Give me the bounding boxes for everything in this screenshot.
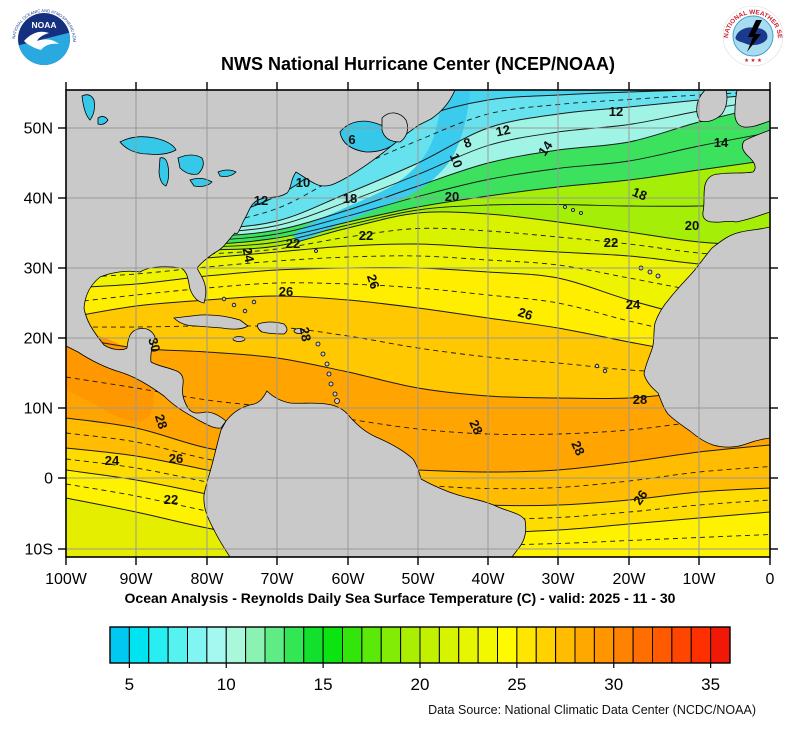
contour-label: 26 (630, 487, 651, 507)
colorbar-tick-label: 5 (125, 675, 134, 694)
contour-label: 28 (633, 392, 647, 407)
nws-logo: NATIONAL WEATHER SERVICE ★ ★ ★ (720, 0, 784, 72)
nws-stars: ★ ★ ★ (744, 57, 762, 64)
land-ireland (696, 90, 728, 122)
contour-label: 22 (604, 235, 618, 250)
nws-lightning-icon (747, 20, 762, 52)
land-masses (66, 90, 770, 557)
colorbar: 5 10 15 20 25 30 35 (109, 626, 731, 694)
contour-label: 24 (105, 453, 120, 468)
colorbar-tick-label: 30 (604, 675, 623, 694)
island-cuba (173, 314, 249, 330)
contour-label: 18 (343, 191, 357, 206)
contour-label: 14 (714, 135, 729, 150)
contour-label: 24 (626, 297, 641, 312)
y-axis-tick-label: 10S (25, 542, 53, 559)
land-south-america (203, 390, 527, 557)
lake-michigan (158, 157, 170, 187)
contour-label: 12 (494, 122, 511, 140)
x-axis-tick-label: 100W (45, 571, 88, 588)
lake-ontario (217, 169, 237, 177)
island-puerto-rico (293, 328, 305, 334)
island-newfoundland (381, 112, 408, 143)
contour-label: 20 (685, 218, 699, 233)
contour-label: 22 (164, 492, 178, 507)
lake-winnipeg (81, 94, 95, 121)
contour-label: 12 (609, 104, 623, 119)
contour-label: 10 (447, 151, 466, 170)
contour-label: 28 (297, 326, 314, 343)
contour-label: 22 (286, 236, 300, 251)
island-jamaica (232, 336, 246, 342)
contour-label: 30 (145, 336, 163, 354)
y-axis-tick-label: 50N (24, 121, 53, 138)
contour-label: 28 (568, 438, 588, 457)
contour-label: 24 (240, 246, 258, 264)
analysis-subtitle: Ocean Analysis - Reynolds Daily Sea Surf… (124, 590, 676, 606)
noaa-acronym: NOAA (31, 20, 56, 30)
page-title: NWS National Hurricane Center (NCEP/NOAA… (220, 54, 616, 74)
x-axis-tick-label: 30W (542, 571, 576, 588)
contour-label: 6 (348, 132, 355, 147)
x-axis-tick-label: 80W (191, 571, 225, 588)
island-hispaniola (257, 321, 288, 335)
x-axis-tick-label: 10W (683, 571, 717, 588)
land-iberia-france (702, 129, 770, 223)
contour-label: 22 (359, 228, 373, 243)
x-axis-tick-label: 70W (261, 571, 295, 588)
lake-small-nw (97, 116, 109, 125)
contour-label: 18 (630, 184, 649, 203)
island-bermuda (314, 249, 318, 253)
y-axis-tick-label: 30N (24, 261, 53, 278)
y-axis-tick-label: 0 (44, 471, 53, 488)
lat-lon-grid (66, 90, 770, 557)
contour-label: 28 (152, 412, 171, 430)
contour-label: 10 (296, 175, 310, 190)
colorbar-tick-label: 10 (217, 675, 236, 694)
land-great-britain (734, 90, 770, 128)
islands-canary (638, 265, 661, 279)
x-axis-tick-label: 60W (332, 571, 366, 588)
contour-label: 28 (466, 417, 486, 436)
colorbar-tick-label: 15 (314, 675, 333, 694)
x-axis-tick-label: 40W (472, 571, 506, 588)
contour-label: 8 (461, 134, 473, 151)
contour-label: 12 (254, 193, 268, 208)
y-axis-tick-label: 20N (24, 331, 53, 348)
contour-label: 26 (364, 272, 383, 290)
land-africa (643, 226, 770, 448)
x-axis-tick-label: 90W (120, 571, 154, 588)
contour-label: 26 (169, 451, 183, 466)
colorbar-tick-label: 20 (411, 675, 430, 694)
x-axis-tick-label: 0 (766, 571, 775, 588)
islands-lesser-antilles (315, 341, 340, 404)
contour-label: 26 (279, 284, 293, 299)
noaa-sea-icon (18, 32, 70, 65)
lake-huron (177, 154, 204, 175)
islands-azores (563, 205, 583, 215)
noaa-logo: NATIONAL OCEANIC AND ATMOSPHERIC ADMINIS… (6, 0, 80, 80)
colorbar-tick-label: 35 (701, 675, 720, 694)
x-axis-tick-label: 20W (613, 571, 647, 588)
contour-label: 20 (445, 189, 459, 204)
y-axis-tick-label: 40N (24, 191, 53, 208)
contour-label: 26 (516, 304, 534, 323)
islands-bahamas (221, 296, 257, 314)
lake-superior (119, 136, 177, 155)
noaa-gull-icon (24, 31, 59, 50)
x-axis-tick-label: 50W (402, 571, 436, 588)
colorbar-tick-label: 25 (507, 675, 526, 694)
axes: 100W 90W 80W 70W 60W 50W 40W 30W 20W 10W 0 50N 40N 30… (24, 82, 778, 588)
y-axis-tick-label: 10N (24, 401, 53, 418)
islands-cape-verde (594, 363, 608, 374)
data-source-text: Data Source: National Climatic Data Cent… (428, 703, 756, 717)
